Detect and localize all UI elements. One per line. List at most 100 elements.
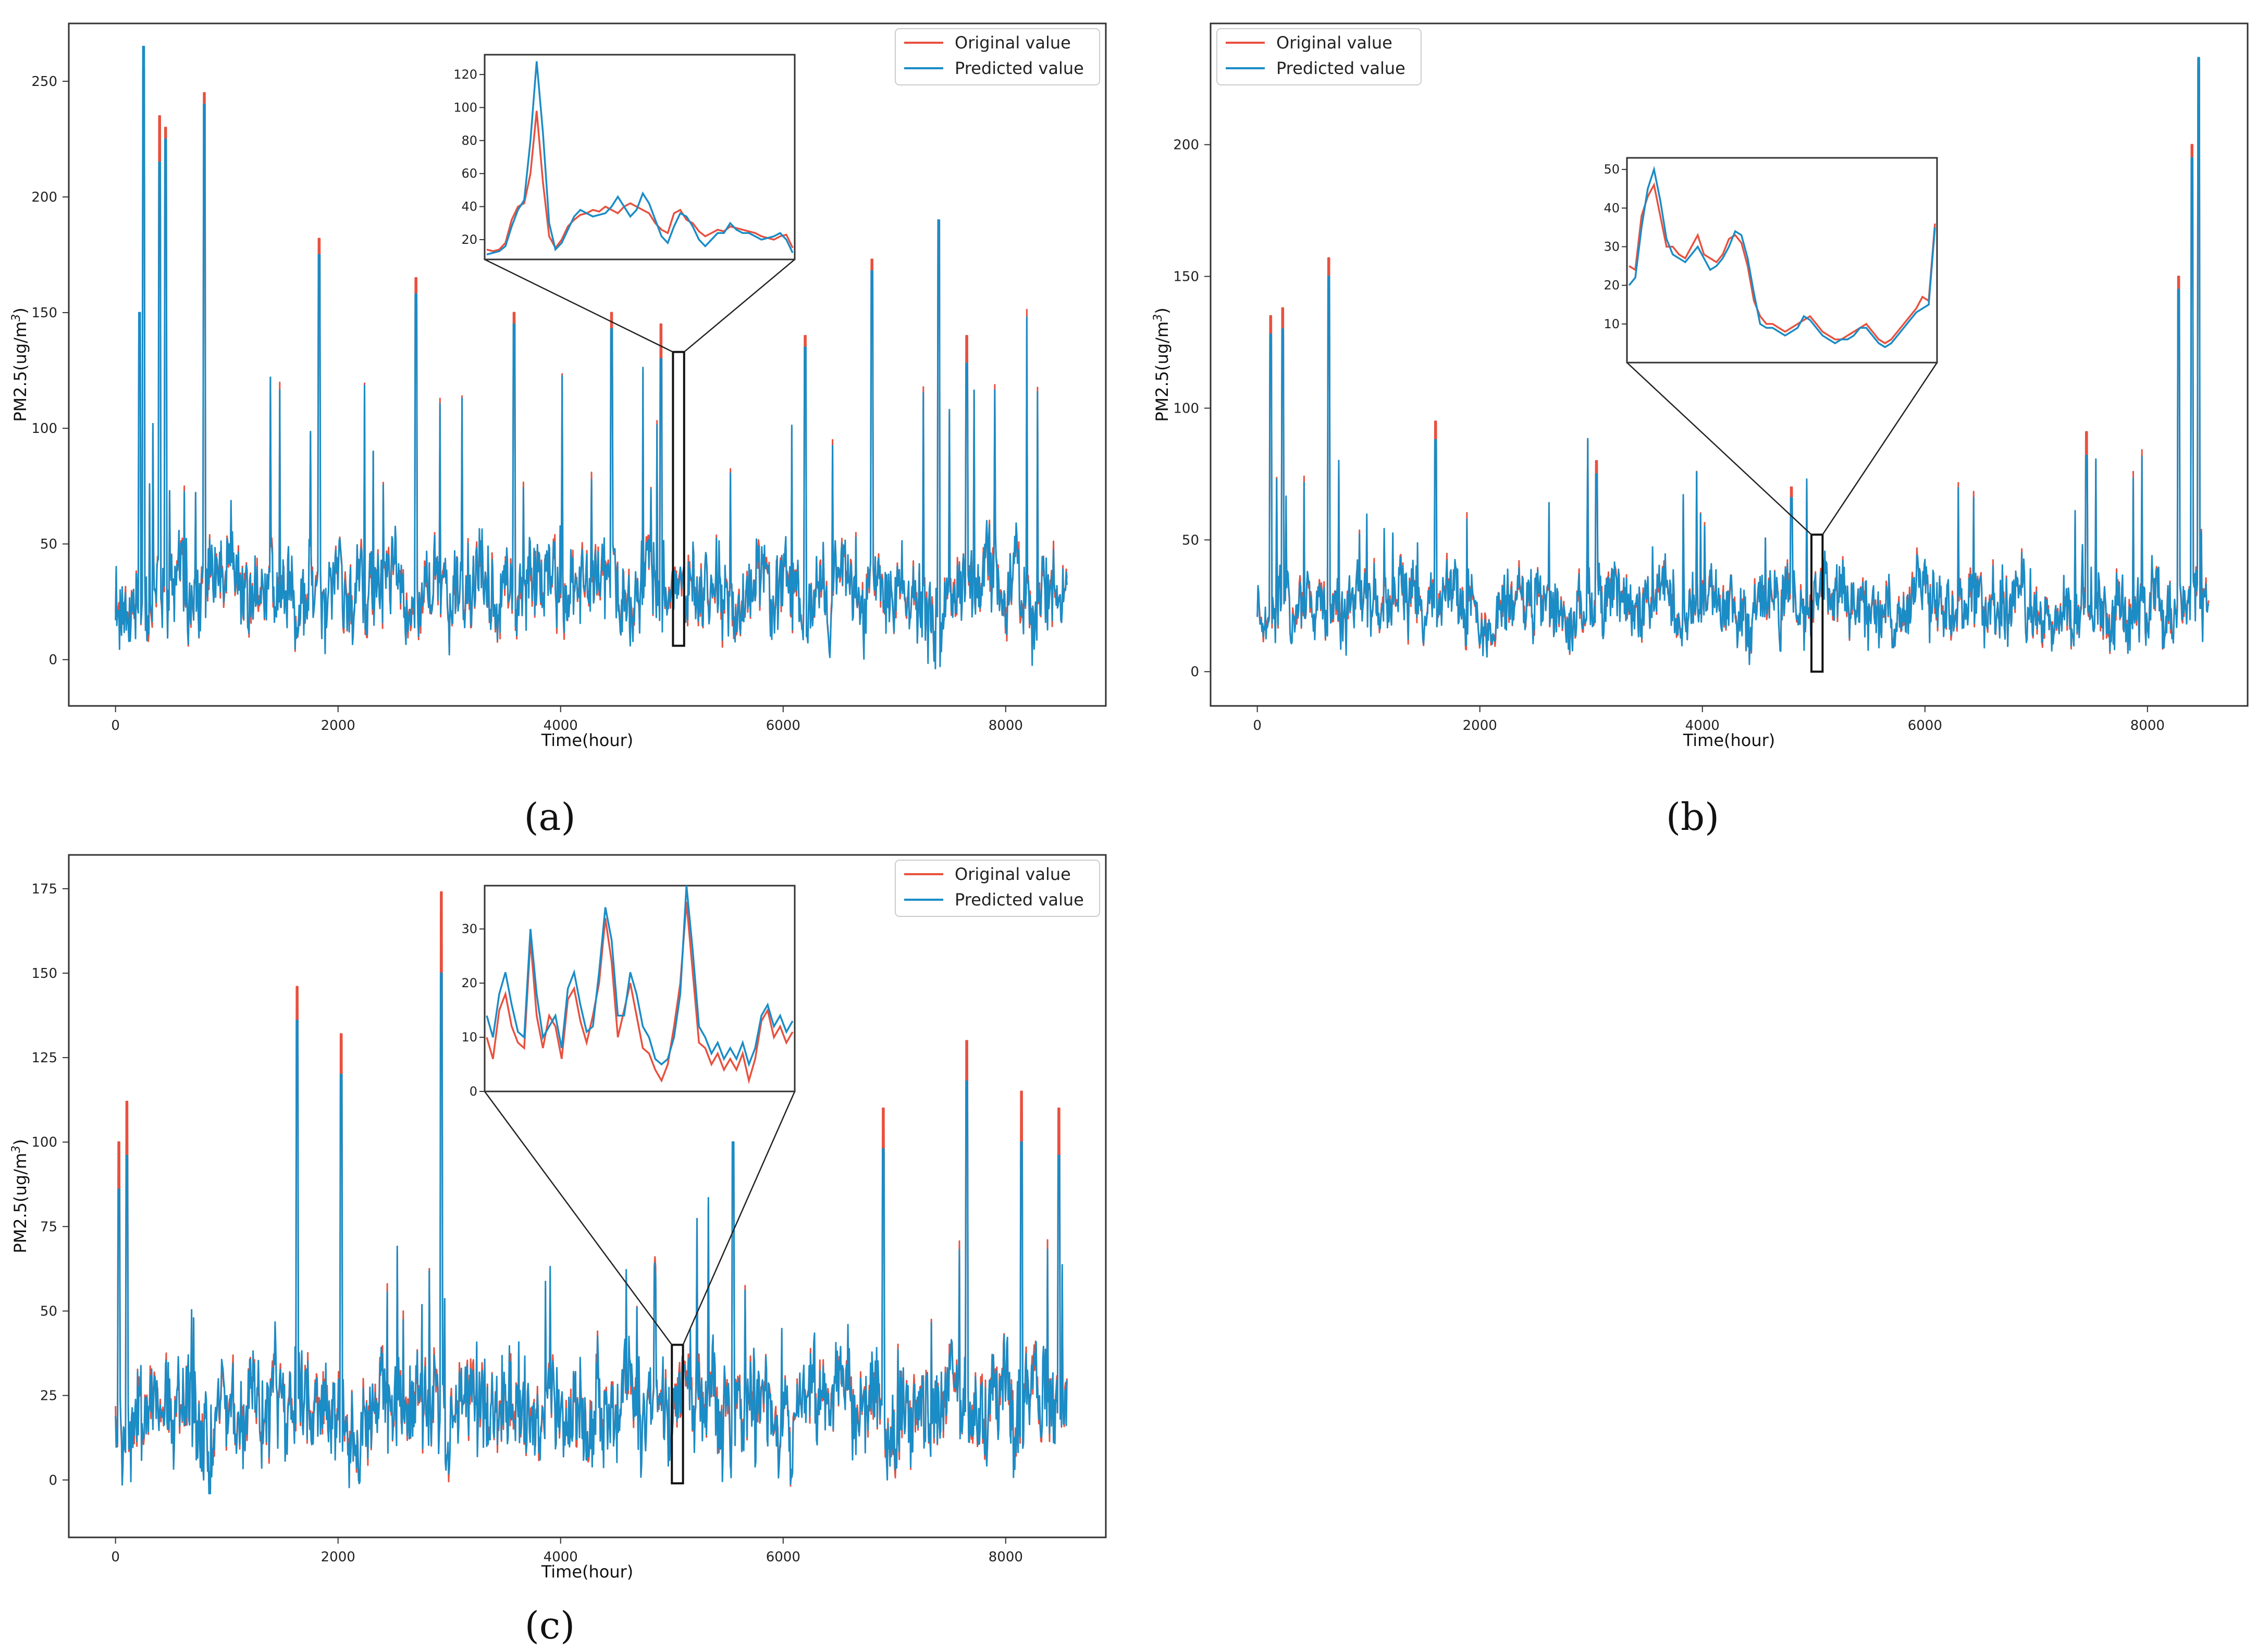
zoom-highlight-box-c [671, 1344, 684, 1485]
inset-y-tick-label: 40 [461, 200, 477, 214]
y-tick-label: 150 [1173, 269, 1199, 285]
inset-y-tick-label: 20 [1604, 278, 1620, 293]
y-tick-label: 75 [40, 1219, 57, 1235]
inset-a: 20 40 60 80 100 120 [453, 54, 796, 260]
x-tick-label: 8000 [2130, 718, 2165, 734]
y-tick-label: 50 [40, 1303, 57, 1319]
zoom-highlight-box-a [672, 351, 685, 647]
legend-label-original: Original value [955, 33, 1071, 53]
caption-a: (a) [524, 795, 575, 839]
y-tick-label: 200 [31, 190, 57, 205]
y-axis-label-main: PM2.5(ug/m [1152, 321, 1172, 422]
inset-c: 0 10 20 30 [461, 885, 796, 1099]
y-tick-label: 50 [40, 537, 57, 552]
y-axis-label-main: PM2.5(ug/m [10, 321, 30, 422]
y-tick-label: 100 [31, 421, 57, 437]
inset-predicted-b [1628, 166, 1936, 349]
y-tick-label: 250 [31, 74, 57, 90]
inset-y-tick-label: 30 [461, 922, 477, 936]
zoom-connector-left-a [484, 258, 673, 353]
x-ticks-c: 0 2000 4000 6000 8000 [111, 1537, 1023, 1565]
y-axis-label-b: PM2.5(ug/m3) [1152, 307, 1172, 421]
inset-frame-a [484, 54, 796, 260]
y-ticks-c: 0 25 50 75 100 125 150 175 [31, 881, 69, 1488]
legend-label-predicted: Predicted value [955, 890, 1084, 910]
inset-original-b [1629, 182, 1936, 344]
legend-box-c [895, 860, 1100, 917]
inset-original-c [486, 902, 794, 1085]
y-axis-label-sup: 3 [10, 314, 23, 321]
zoom-connector-left-b [1626, 362, 1812, 536]
zoom-connector-right-c [682, 1091, 796, 1345]
zoom-connector-left-c [484, 1091, 673, 1346]
inset-frame-b [1626, 157, 1938, 364]
inset-y-tick-label: 20 [461, 976, 477, 990]
x-tick-label: 2000 [321, 718, 355, 734]
x-axis-label-c: Time(hour) [541, 1562, 634, 1582]
x-tick-label: 6000 [766, 1549, 800, 1565]
x-tick-label: 0 [1253, 718, 1262, 734]
zoom-connector-right-b [1822, 362, 1938, 535]
legend-c: Original value Predicted value [895, 860, 1100, 917]
y-tick-label: 0 [1190, 664, 1199, 680]
y-tick-label: 125 [31, 1050, 57, 1066]
y-axis-label-sup: 3 [10, 1146, 23, 1153]
x-tick-label: 8000 [989, 1549, 1023, 1565]
y-ticks-a: 0 50 100 150 200 250 [31, 74, 69, 668]
y-tick-label: 150 [31, 305, 57, 321]
x-tick-label: 6000 [1908, 718, 1942, 734]
zoom-highlight-box-b [1810, 533, 1824, 673]
legend-label-predicted: Predicted value [1276, 58, 1405, 78]
y-axis-label-sup: 3 [1152, 314, 1165, 321]
inset-y-tick-label: 10 [1604, 317, 1620, 331]
legend-box-b [1216, 28, 1422, 85]
caption-c: (c) [525, 1604, 575, 1647]
y-axis-label-c: PM2.5(ug/m3) [10, 1139, 30, 1253]
x-tick-label: 0 [111, 1549, 120, 1565]
inset-y-tick-label: 20 [461, 232, 477, 247]
legend-a: Original value Predicted value [895, 28, 1100, 85]
y-axis-label-a: PM2.5(ug/m3) [10, 307, 30, 421]
inset-y-tick-label: 100 [453, 100, 477, 115]
y-tick-label: 0 [48, 1473, 57, 1488]
inset-y-tick-label: 60 [461, 166, 477, 181]
legend-label-original: Original value [1276, 33, 1392, 53]
predicted-series-c [115, 972, 1068, 1495]
x-tick-label: 4000 [544, 718, 578, 734]
panel-a: 0 2000 4000 6000 8000 0 50 100 150 200 2… [10, 22, 1107, 839]
caption-b: (b) [1666, 795, 1719, 839]
x-ticks-b: 0 2000 4000 6000 8000 [1253, 706, 2165, 734]
x-ticks-a: 0 2000 4000 6000 8000 [111, 706, 1023, 734]
x-tick-label: 2000 [1463, 718, 1497, 734]
inset-original-a [486, 110, 794, 253]
x-tick-label: 8000 [989, 718, 1023, 734]
y-tick-label: 150 [31, 966, 57, 982]
y-axis-label-end: ) [10, 307, 30, 314]
zoom-connector-right-a [683, 259, 795, 353]
x-tick-label: 2000 [321, 1549, 355, 1565]
legend-b: Original value Predicted value [1216, 28, 1422, 85]
inset-predicted-a [486, 61, 794, 256]
inset-y-tick-label: 50 [1604, 162, 1620, 177]
x-tick-label: 0 [111, 718, 120, 734]
inset-y-tick-label: 30 [1604, 240, 1620, 254]
inset-y-tick-label: 40 [1604, 201, 1620, 215]
legend-box-a [895, 28, 1100, 85]
y-tick-label: 175 [31, 881, 57, 897]
y-ticks-b: 0 50 100 150 200 [1173, 138, 1211, 680]
series-clip-c [115, 891, 1068, 1495]
y-tick-label: 50 [1182, 532, 1199, 548]
y-tick-label: 0 [48, 652, 57, 668]
inset-predicted-c [486, 885, 794, 1067]
inset-b: 10 20 30 40 50 [1604, 157, 1938, 364]
inset-y-tick-label: 0 [470, 1084, 477, 1099]
panel-c: 0 2000 4000 6000 8000 0 25 50 75 100 125… [10, 854, 1107, 1647]
legend-label-original: Original value [955, 864, 1071, 884]
predicted-series-b [1256, 57, 2210, 665]
x-tick-label: 4000 [1685, 718, 1720, 734]
predicted-series-a [115, 45, 1068, 669]
y-tick-label: 100 [31, 1135, 57, 1150]
x-axis-label-a: Time(hour) [541, 730, 634, 750]
series-clip-b [1256, 57, 2210, 665]
